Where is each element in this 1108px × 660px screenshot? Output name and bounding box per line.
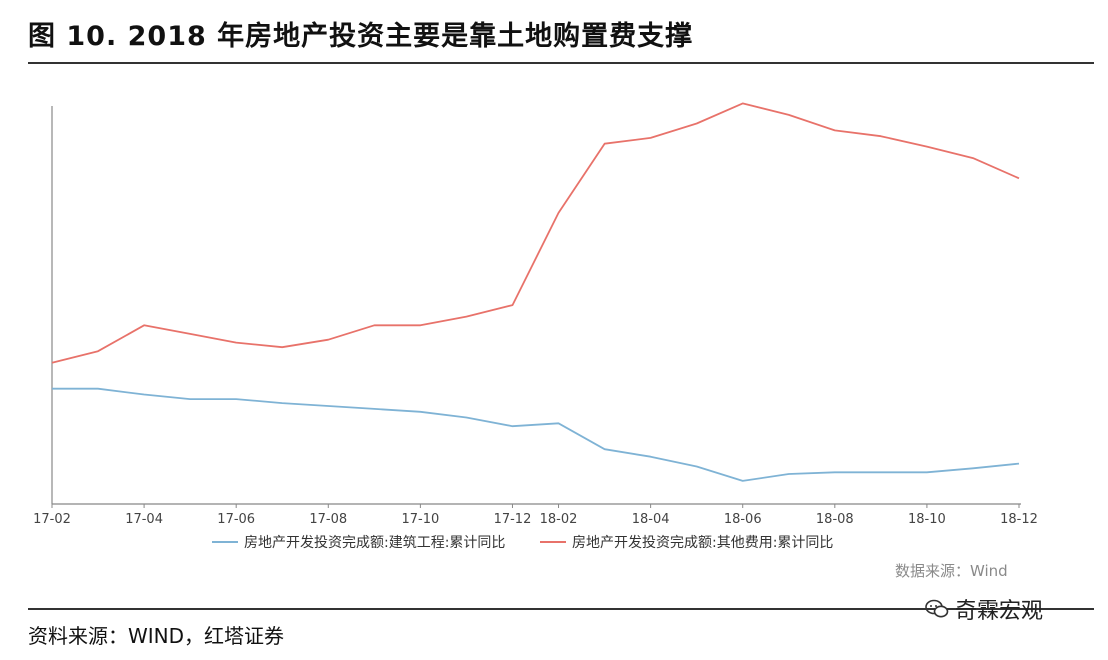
- line-chart: 17-02 17-04 17-06 17-08 17-10 17-12 18-02 18-04…: [33, 102, 1038, 551]
- x-tick-label: 17-06: [217, 512, 255, 527]
- series-line-1: [52, 387, 1020, 482]
- series-line-2: [51, 102, 1020, 364]
- chart-axes: [51, 106, 1021, 505]
- x-axis-ticks: 17-02 17-04 17-06 17-08 17-10 17-12 18-02 18-04…: [33, 504, 1038, 527]
- x-tick-label: 17-10: [401, 512, 439, 527]
- x-tick-label: 17-12: [494, 512, 532, 527]
- x-tick-label: 17-02: [33, 512, 71, 527]
- x-tick-label: 18-02: [540, 512, 578, 527]
- x-tick-label: 18-04: [632, 512, 670, 527]
- watermark-text: 奇霖宏观: [955, 599, 1044, 624]
- source-footnote: 资料来源：WIND，红塔证券: [28, 624, 285, 648]
- x-tick-label: 18-10: [908, 512, 946, 527]
- chart-title: 图 10. 2018 年房地产投资主要是靠土地购置费支撑: [28, 21, 694, 52]
- legend-label-2: 房地产开发投资完成额:其他费用:累计同比: [572, 535, 833, 551]
- x-tick-label: 17-08: [309, 512, 347, 527]
- data-source-note: 数据来源：Wind: [895, 562, 1008, 580]
- x-tick-label: 18-08: [816, 512, 854, 527]
- wechat-icon: [925, 599, 949, 618]
- bottom-divider: [28, 608, 1094, 610]
- x-tick-label: 18-12: [1000, 512, 1038, 527]
- legend: 房地产开发投资完成额:建筑工程:累计同比 房地产开发投资完成额:其他费用:累计同比: [212, 535, 833, 551]
- x-tick-label: 18-06: [724, 512, 762, 527]
- legend-label-1: 房地产开发投资完成额:建筑工程:累计同比: [244, 535, 505, 551]
- series-layer: [51, 102, 1020, 482]
- watermark: 奇霖宏观: [925, 593, 1043, 625]
- top-divider: [28, 62, 1094, 64]
- x-tick-label: 17-04: [125, 512, 163, 527]
